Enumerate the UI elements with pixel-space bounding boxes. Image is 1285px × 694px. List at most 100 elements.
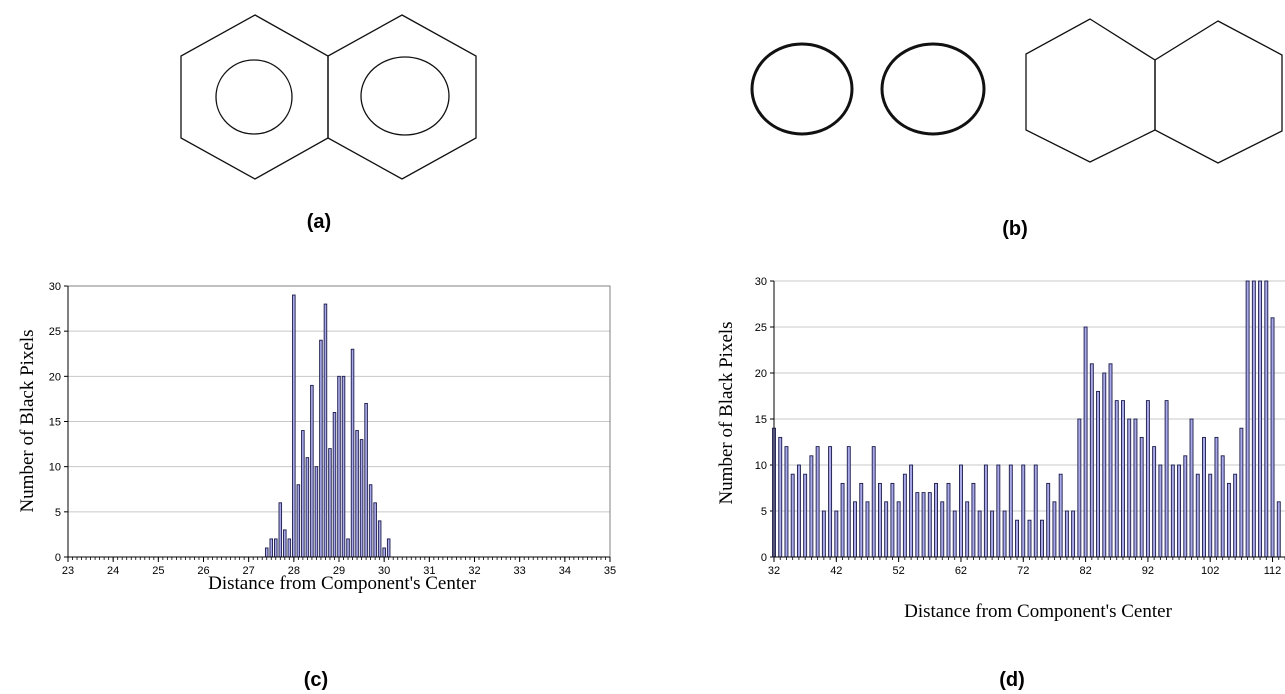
chart-c-bar <box>264 547 269 558</box>
chart-c-xtick-label: 27 <box>243 565 255 577</box>
separated-circle-left <box>750 42 854 136</box>
chart-c-ytick-label: 10 <box>49 462 61 474</box>
chart-d-bar <box>1189 418 1194 558</box>
chart-c-xtick-label: 32 <box>468 565 480 577</box>
chart-d-bar <box>965 501 970 558</box>
chart-d-bar <box>1158 464 1163 558</box>
chart-d-ytick-label: 30 <box>755 276 767 288</box>
chart-d-bar <box>1114 400 1119 558</box>
chart-c-bar <box>355 430 359 558</box>
chart-c-ytick-label: 20 <box>49 371 61 383</box>
chart-d-bar <box>834 510 839 558</box>
chart-d-bar <box>1245 280 1250 558</box>
chart-d-bar <box>890 482 895 558</box>
chart-c-xtick-label: 30 <box>378 565 390 577</box>
chart-d-bar <box>915 492 920 558</box>
chart-c-ytick-label: 15 <box>49 417 61 429</box>
chart-d-ytick-label: 5 <box>761 506 767 518</box>
chart-d-bar <box>971 482 976 558</box>
empty-hexagon-left <box>1025 18 1156 163</box>
chart-d-bar <box>1183 455 1188 558</box>
chart-d-bar <box>865 501 870 558</box>
chart-d-bar <box>946 482 951 558</box>
chart-d-bar <box>809 455 814 558</box>
chart-d-ytick-label: 25 <box>755 322 767 334</box>
chart-d-bar <box>1208 473 1213 558</box>
chart-c-bar <box>319 339 323 558</box>
chart-c-bar <box>296 484 301 558</box>
chart-d-bar <box>1270 317 1275 558</box>
chart-c-bar <box>278 502 283 558</box>
chart-c-ytick-label: 25 <box>49 326 61 338</box>
chart-d-bar <box>927 492 932 558</box>
chart-c-bar <box>359 439 364 558</box>
chart-c-bar <box>292 294 296 558</box>
chart-c-bar <box>373 502 377 558</box>
chart-d-bar <box>1195 473 1200 558</box>
chart-d-bar <box>896 501 901 558</box>
empty-hexagon-right <box>1154 20 1283 164</box>
chart-d-bar <box>1251 280 1256 558</box>
chart-d-xtick-label: 92 <box>1142 565 1154 577</box>
chart-c-ytick-label: 5 <box>55 507 61 519</box>
chart-d-xtick-label: 82 <box>1079 565 1091 577</box>
right-hexagon <box>327 14 477 180</box>
chart-d-bar <box>1264 280 1269 558</box>
chart-d-bar <box>778 436 783 558</box>
chart-d-ylabel: Number of Black Pixels <box>716 321 737 504</box>
chart-d-bar <box>1121 400 1125 558</box>
chart-d-bar <box>840 482 845 558</box>
chart-d-bar <box>983 464 988 558</box>
chart-d-bar <box>977 510 982 558</box>
chart-c-bar <box>310 384 314 558</box>
chart-d-bar <box>1145 400 1150 558</box>
chart-c-bar <box>269 538 274 558</box>
chart-d-xlabel: Distance from Component's Center <box>904 601 1172 622</box>
left-inner-circle <box>215 59 293 135</box>
right-inner-circle <box>360 56 450 136</box>
chart-c-bar <box>287 538 292 558</box>
caption-a: (a) <box>307 211 331 233</box>
chart-c-bar <box>301 430 305 558</box>
chart-d-bar <box>1046 482 1051 558</box>
chart-d-bar <box>859 482 864 558</box>
chart-d-bar <box>871 446 876 558</box>
chart-d-bar <box>1220 455 1225 558</box>
chart-d-bar <box>877 482 882 558</box>
chart-c-bar <box>305 457 310 558</box>
chart-c-xtick-label: 25 <box>152 565 164 577</box>
chart-d-bar <box>1108 363 1113 558</box>
chart-d-xtick-label: 42 <box>830 565 842 577</box>
chart-d-xtick-label: 32 <box>768 565 780 577</box>
chart-d-bar <box>1021 464 1026 558</box>
chart-d-bar <box>921 492 926 558</box>
chart-c-xtick-label: 28 <box>288 565 300 577</box>
chart-c-xtick-label: 23 <box>62 565 74 577</box>
separated-circle-right <box>880 42 986 136</box>
chart-d-bar <box>990 510 995 558</box>
chart-d-bar <box>1015 519 1019 558</box>
chart-d-xtick-label: 52 <box>893 565 905 577</box>
chart-c-bar <box>368 484 373 558</box>
chart-c-ytick-label: 0 <box>55 552 61 564</box>
chart-c-bar <box>377 520 382 558</box>
chart-d-bar <box>1058 473 1063 558</box>
chart-c-xtick-label: 24 <box>107 565 119 577</box>
chart-d-bar <box>1071 510 1076 558</box>
chart-c-xtick-label: 33 <box>514 565 526 577</box>
chart-d-bar <box>1152 446 1157 558</box>
chart-c-ylabel: Number of Black Pixels <box>17 329 38 512</box>
chart-c-bar <box>283 529 287 558</box>
chart-d-bar <box>1170 464 1175 558</box>
chart-c-xtick-label: 35 <box>604 565 616 577</box>
chart-d-bar <box>884 501 889 558</box>
chart-d-bar <box>1027 519 1032 558</box>
panel-b-diagram <box>750 18 1283 164</box>
chart-c-xtick-label: 26 <box>197 565 209 577</box>
caption-d: (d) <box>999 669 1025 691</box>
chart-d-bar <box>1102 372 1107 558</box>
chart-d-bar <box>803 473 808 558</box>
chart-d-bar <box>1040 519 1044 558</box>
chart-d-xtick-label: 112 <box>1264 565 1282 577</box>
chart-d-xtick-label: 102 <box>1201 565 1219 577</box>
